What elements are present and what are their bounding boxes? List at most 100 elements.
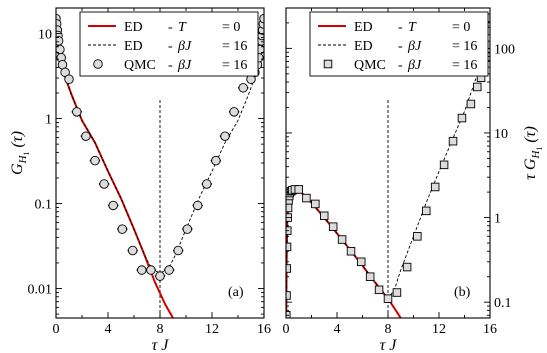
y-tick-label: 1	[45, 113, 52, 128]
qmc-point	[173, 245, 183, 256]
qmc-point	[286, 203, 293, 213]
legend-box	[309, 11, 489, 77]
legend-entry-dash: -	[168, 58, 173, 73]
qmc-point	[64, 74, 74, 85]
qmc-point	[127, 245, 138, 256]
qmc-point	[356, 257, 366, 267]
x-tick-label: 16	[257, 322, 271, 337]
qmc-point	[448, 136, 458, 146]
legend-entry-name: QMC	[124, 58, 156, 73]
x-tick-label: 8	[157, 322, 164, 337]
y-axis-label-subsub: 1	[535, 147, 544, 151]
qmc-point	[99, 179, 109, 189]
y-axis-label-main: τ G	[522, 158, 539, 180]
y-tick-label: 0.1	[494, 296, 512, 311]
legend-entry-dash: -	[398, 20, 403, 35]
qmc-point	[346, 246, 356, 256]
panel-label: (a)	[228, 285, 244, 300]
y-tick-label: 0.1	[35, 198, 53, 213]
legend-entry-value: = 16	[222, 58, 247, 73]
legend-entry-param: T	[178, 20, 187, 35]
legend-entry-value: = 0	[452, 20, 470, 35]
qmc-point	[211, 155, 221, 166]
x-tick-label: 0	[53, 322, 60, 337]
legend-entry-dash: -	[398, 39, 403, 54]
qmc-point	[473, 82, 482, 92]
qmc-point	[182, 224, 193, 234]
qmc-point	[137, 265, 147, 275]
legend-entry-name: ED	[124, 39, 143, 54]
y-axis-label-subsub: 1	[22, 151, 31, 155]
legend-entry-value: = 16	[452, 39, 477, 54]
qmc-point	[422, 206, 431, 216]
qmc-point	[220, 131, 230, 141]
qmc-point	[383, 294, 393, 303]
qmc-point	[328, 222, 338, 231]
qmc-point	[155, 271, 165, 281]
qmc-point	[439, 160, 449, 170]
y-axis-label-sub: H	[530, 150, 542, 160]
y-axis-label-main: G	[9, 163, 26, 175]
qmc-point	[337, 235, 347, 244]
qmc-point	[374, 285, 384, 295]
y-axis-label-tail: (τ)	[522, 126, 539, 146]
legend-entry-name: QMC	[354, 58, 386, 73]
legend-entry-name: ED	[354, 20, 373, 35]
x-tick-label: 4	[105, 322, 112, 337]
qmc-point	[259, 13, 264, 24]
qmc-point	[229, 107, 239, 117]
qmc-point	[146, 265, 156, 275]
x-tick-label: 0	[283, 322, 290, 337]
panel-label: (b)	[454, 285, 471, 300]
qmc-point	[392, 288, 402, 297]
x-tick-label: 8	[385, 322, 392, 337]
qmc-point	[81, 131, 91, 141]
legend-qmc-swatch	[323, 59, 333, 69]
qmc-point	[72, 107, 82, 117]
y-axis-label-tail: (τ)	[9, 131, 26, 151]
y-tick-label: 100	[494, 42, 515, 57]
y-tick-label: 10	[38, 28, 52, 43]
qmc-point	[302, 193, 311, 203]
legend-entry-dash: -	[398, 58, 403, 73]
x-tick-label: 12	[432, 322, 446, 337]
legend-box	[79, 11, 259, 77]
qmc-point	[164, 265, 174, 275]
qmc-point	[413, 232, 422, 241]
legend-entry-param: βJ	[407, 58, 422, 73]
legend-entry-dash: -	[168, 20, 173, 35]
qmc-point	[286, 242, 292, 252]
qmc-point	[365, 272, 375, 281]
y-axis-label: GH1 (τ)	[9, 131, 31, 175]
legend-entry-param: βJ	[177, 58, 192, 73]
legend-entry-value: = 16	[452, 58, 477, 73]
x-tick-label: 16	[483, 322, 497, 337]
x-tick-label: 12	[205, 322, 219, 337]
legend-entry-param: βJ	[407, 39, 422, 54]
ed-t0-line	[286, 188, 402, 318]
y-tick-label: 1	[494, 212, 501, 227]
y-tick-label: 0.01	[28, 283, 53, 298]
y-axis-label-sub: H	[17, 154, 29, 164]
legend-entry-value: = 16	[222, 39, 247, 54]
y-tick-label: 10	[494, 127, 508, 142]
legend-entry-param: βJ	[177, 39, 192, 54]
x-axis-label: τ J	[380, 337, 398, 353]
qmc-point	[90, 155, 100, 166]
qmc-point	[311, 199, 320, 209]
qmc-point	[192, 200, 203, 211]
y-axis-label: τ GH1 (τ)	[522, 126, 544, 180]
legend-entry-param: T	[408, 20, 417, 35]
qmc-point	[238, 83, 248, 93]
legend-entry-name: ED	[354, 39, 373, 54]
qmc-point	[117, 224, 128, 234]
legend-entry-value: = 0	[222, 20, 240, 35]
x-axis-label: τ J	[152, 337, 170, 353]
qmc-point	[202, 179, 212, 189]
plot-area	[286, 13, 490, 318]
qmc-point	[457, 113, 467, 123]
qmc-point	[320, 211, 329, 221]
legend-qmc-swatch	[93, 59, 103, 69]
